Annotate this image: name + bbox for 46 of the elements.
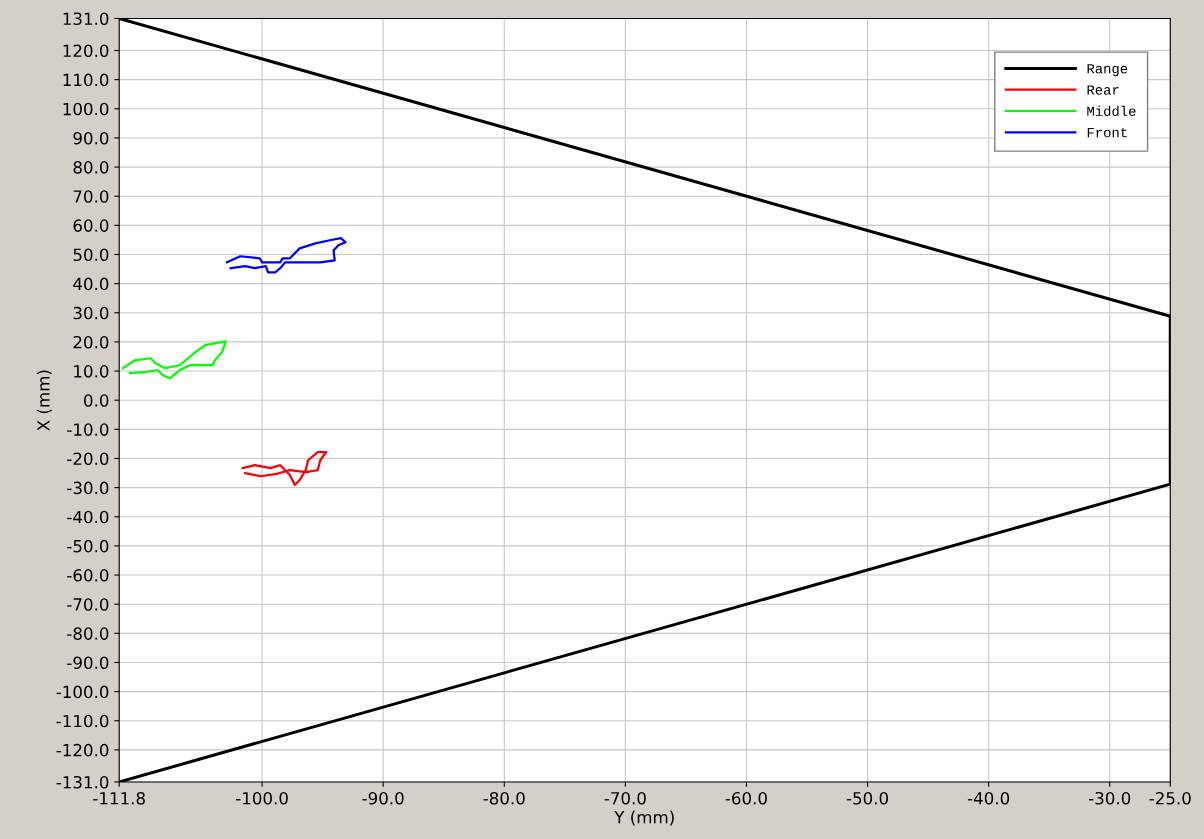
x-tick-label: -60.0 (725, 791, 767, 805)
y-tick-label: 0.0 (84, 394, 109, 407)
y-tick-label: -50.0 (67, 539, 109, 553)
y-tick-label: 120.0 (63, 44, 109, 58)
y-tick-label: -10.0 (67, 423, 109, 436)
legend-label: Rear (1087, 85, 1119, 95)
y-tick-label: -90.0 (67, 656, 109, 670)
legend-label: Front (1087, 127, 1127, 138)
y-tick-label: 20.0 (73, 335, 109, 349)
y-tick-label: 110.0 (63, 73, 109, 87)
x-tick-label: -25.0 (1149, 791, 1191, 805)
x-tick-label: -100.0 (236, 791, 288, 805)
line-series (225, 237, 347, 274)
y-tick-label: -20.0 (67, 452, 109, 466)
legend-label: Range (1087, 64, 1128, 77)
y-tick-label: 131.0 (63, 12, 109, 26)
line-series (241, 450, 328, 487)
y-tick-label: -80.0 (67, 627, 109, 640)
legend-label: Middle (1087, 105, 1136, 117)
y-tick-label: -120.0 (56, 743, 109, 757)
x-axis-title: Y (mm) (614, 810, 674, 826)
y-tick-label: 70.0 (73, 190, 109, 203)
x-tick-label: -30.0 (1089, 791, 1131, 805)
y-tick-label: 100.0 (63, 102, 109, 116)
y-tick-label: 60.0 (73, 219, 109, 232)
x-tick-label: -40.0 (967, 791, 1010, 805)
y-tick-label: 80.0 (73, 161, 109, 174)
y-tick-label: -60.0 (67, 569, 109, 582)
y-axis-title: X (mm) (36, 370, 52, 431)
x-tick-label: -50.0 (846, 791, 889, 805)
y-tick-label: 30.0 (73, 306, 109, 320)
y-tick-label: -70.0 (67, 598, 109, 611)
y-tick-label: -40.0 (67, 510, 109, 524)
x-tick-label: -70.0 (604, 791, 646, 805)
x-tick-label: -80.0 (483, 791, 525, 805)
y-tick-label: -110.0 (56, 714, 109, 728)
y-tick-label: -131.0 (56, 775, 109, 789)
x-tick-label: -90.0 (362, 791, 404, 805)
y-tick-label: -100.0 (56, 685, 109, 699)
line-series (121, 340, 227, 380)
y-tick-label: 50.0 (73, 248, 109, 262)
x-tick-label: -111.8 (93, 791, 145, 805)
y-tick-label: 90.0 (73, 131, 109, 145)
y-tick-label: 10.0 (74, 365, 109, 378)
y-tick-label: 40.0 (73, 277, 109, 291)
y-tick-label: -30.0 (67, 481, 109, 495)
